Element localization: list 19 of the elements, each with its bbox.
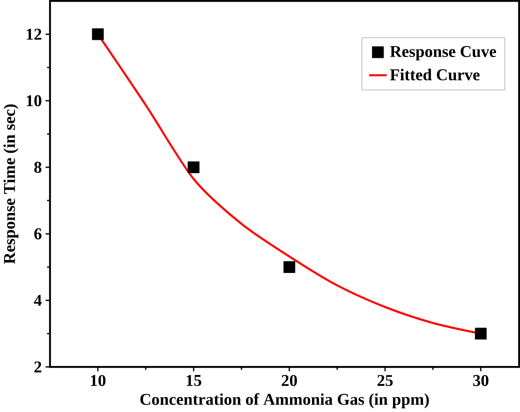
y-tick-label: 8 bbox=[34, 162, 42, 173]
y-tick-label: 10 bbox=[26, 95, 42, 106]
x-tick-label: 30 bbox=[473, 375, 488, 386]
legend-label: Response Cuve bbox=[390, 46, 496, 61]
y-tick-label: 6 bbox=[34, 228, 42, 240]
x-tick-label: 10 bbox=[90, 375, 106, 386]
x-axis-title: Concentration of Ammonia Gas (in ppm) bbox=[140, 393, 429, 408]
x-tick-label: 25 bbox=[378, 375, 393, 386]
y-tick-label: 12 bbox=[26, 28, 42, 40]
y-tick-label: 4 bbox=[34, 295, 42, 306]
point bbox=[283, 261, 296, 274]
point bbox=[188, 162, 200, 174]
y-tick-label: 2 bbox=[34, 362, 42, 373]
y-axis-title: Response Time (in sec) bbox=[3, 104, 18, 264]
x-tick-label: 15 bbox=[186, 375, 202, 386]
x-tick-label: 20 bbox=[282, 375, 297, 386]
point bbox=[474, 328, 487, 340]
point bbox=[92, 28, 104, 40]
legend-label: Fitted Curve bbox=[390, 68, 480, 81]
